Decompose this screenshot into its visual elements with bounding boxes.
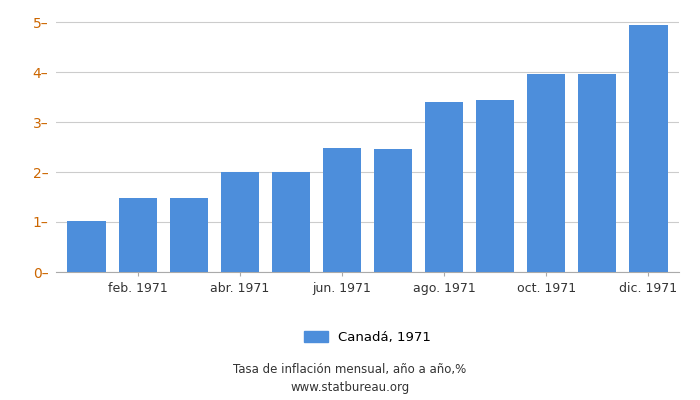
Bar <box>169 198 208 272</box>
Bar <box>374 148 412 272</box>
Bar <box>476 100 514 272</box>
Text: Tasa de inflación mensual, año a año,%: Tasa de inflación mensual, año a año,% <box>233 364 467 376</box>
Bar <box>67 221 106 272</box>
Legend: Canadá, 1971: Canadá, 1971 <box>304 330 431 344</box>
Bar <box>118 198 157 272</box>
Bar <box>272 172 310 272</box>
Bar <box>629 24 668 272</box>
Bar <box>425 102 463 272</box>
Bar <box>578 74 617 272</box>
Bar <box>220 172 259 272</box>
Text: www.statbureau.org: www.statbureau.org <box>290 382 410 394</box>
Bar <box>527 74 566 272</box>
Bar <box>323 148 361 272</box>
